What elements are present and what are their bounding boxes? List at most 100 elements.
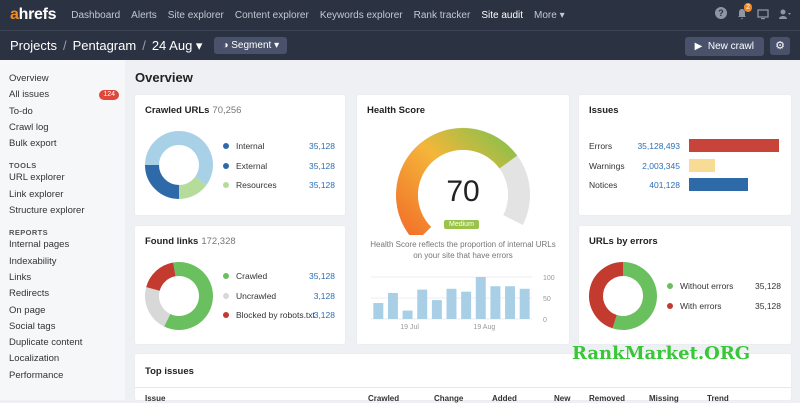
sidebar-item-duplicate-content[interactable]: Duplicate content [9,337,83,349]
col-missing[interactable]: Missing [649,394,679,403]
issues-notices-value[interactable]: 401,128 [649,180,680,190]
issues-notices-label: Notices [589,180,618,190]
chart-bar[interactable] [373,303,384,319]
nav-alerts[interactable]: Alerts [131,9,157,21]
uncrawled-value[interactable]: 3,128 [313,291,335,301]
donut-segment-blocked-by-robots-txt[interactable] [146,262,176,292]
issues-notices-bar[interactable] [689,178,749,191]
with-errors-value[interactable]: 35,128 [755,301,781,311]
issues-errors-label: Errors [589,141,613,151]
internal-value[interactable]: 35,128 [309,141,335,151]
health-score-gauge [396,127,530,235]
sidebar-item-indexability[interactable]: Indexability [9,255,57,267]
sidebar-item-links[interactable]: Links [9,271,32,283]
health-score-card: Health Score 70 Medium Health Score refl… [357,95,569,344]
donut-segment-crawled[interactable] [164,262,213,330]
sidebar-item-localization[interactable]: Localization [9,353,60,365]
chart-bar[interactable] [446,288,457,319]
chart-bar[interactable] [417,289,428,319]
chart-bar[interactable] [461,291,472,319]
top-issues-card: Top issues [135,354,791,400]
col-issue[interactable]: Issue [145,394,166,403]
issues-errors-value[interactable]: 35,128,493 [637,141,680,151]
gear-icon[interactable]: ⚙ [770,37,790,55]
without-errors-value[interactable]: 35,128 [755,281,781,291]
new-crawl-button[interactable]: ▶ New crawl [684,37,764,56]
notification-badge: 2 [744,3,752,12]
legend-without-errors: Without errors [667,281,733,291]
crawled-urls-donut [145,131,213,199]
sidebar-item-internal-pages[interactable]: Internal pages [9,239,70,251]
found-links-card: Found links 172,328 Crawled 35,128 Uncraw… [135,226,345,344]
legend-external: External [223,161,267,171]
gauge-fill [396,128,518,235]
sidebar-item-overview[interactable]: Overview [9,73,49,84]
user-menu-icon[interactable] [778,7,791,19]
segment-button[interactable]: ◑ Segment ▾ [214,37,288,54]
donut-segment-with-errors[interactable] [589,262,624,329]
chart-bar[interactable] [505,286,516,319]
issues-warnings-bar[interactable] [689,159,716,172]
chart-labels: 100 50 0 19 Jul 19 Aug [400,275,555,331]
issues-count-badge: 124 [99,90,119,101]
col-new[interactable]: New [554,394,571,403]
donut-segment-uncrawled[interactable] [145,287,171,327]
donut-segments [145,131,213,199]
donut-segment-resources[interactable] [178,176,207,199]
chart-bar[interactable] [431,300,442,319]
chart-bar[interactable] [475,277,486,319]
col-removed[interactable]: Removed [589,394,626,403]
breadcrumb-project[interactable]: Pentagram [72,37,137,53]
donut-segment-internal[interactable] [145,164,180,199]
donut-segment-external[interactable] [145,131,213,185]
ahrefs-logo[interactable]: ahrefs [10,6,57,23]
issues-errors-bar[interactable] [689,139,779,152]
chart-bar[interactable] [402,310,413,319]
nav-content-explorer[interactable]: Content explorer [234,9,309,21]
bell-icon[interactable]: 2 [736,3,752,20]
donut-segment-without-errors[interactable] [612,262,657,330]
col-crawled[interactable]: Crawled [368,394,400,403]
crawled-urls-card: Crawled URLs 70,256 Internal 35,128 Exter… [135,95,345,215]
sidebar-item-bulk-export[interactable]: Bulk export [9,138,57,150]
nav-site-audit[interactable]: Site audit [481,9,524,21]
legend-with-errors: With errors [667,301,722,311]
col-trend[interactable]: Trend [707,394,729,403]
divider [135,387,791,388]
resources-value[interactable]: 35,128 [309,180,335,190]
chart-bar[interactable] [387,292,398,319]
external-value[interactable]: 35,128 [309,161,335,171]
sidebar-item-redirects[interactable]: Redirects [9,288,50,300]
issues-card: Issues Errors 35,128,493 Warnings 2,003,… [579,95,791,215]
sidebar-item-structure-explorer[interactable]: Structure explorer [9,205,85,217]
sidebar-item-performance[interactable]: Performance [9,369,64,381]
crawled-value[interactable]: 35,128 [309,271,335,281]
blocked-value[interactable]: 3,128 [313,310,335,320]
screen-icon[interactable] [757,7,769,20]
x-tick-label: 19 Jul [400,324,419,331]
sidebar-item-url-explorer[interactable]: URL explorer [9,172,65,184]
nav-site-explorer[interactable]: Site explorer [167,9,224,21]
issues-warnings-value[interactable]: 2,003,345 [642,161,680,171]
nav-more[interactable]: More ▾ [534,9,565,21]
col-added[interactable]: Added [492,394,517,403]
crawl-date-dropdown[interactable]: 24 Aug ▾ [151,37,203,53]
nav-rank-tracker[interactable]: Rank tracker [413,9,471,21]
chart-bar[interactable] [490,286,501,319]
chart-bar[interactable] [519,288,530,319]
nav-dashboard[interactable]: Dashboard [71,9,121,21]
sidebar-item-to-do[interactable]: To-do [9,105,33,117]
sidebar-item-on-page[interactable]: On page [9,304,46,316]
sidebar-heading-reports: REPORTS [9,228,49,238]
health-rating-badge: Medium [444,220,479,229]
sidebar-item-crawl-log[interactable]: Crawl log [9,121,49,133]
nav-keywords-explorer[interactable]: Keywords explorer [319,9,403,21]
col-change[interactable]: Change [434,394,464,403]
help-icon[interactable]: ? [715,7,727,19]
sidebar-item-social-tags[interactable]: Social tags [9,320,56,332]
breadcrumb-projects[interactable]: Projects [10,37,57,53]
issues-warnings-label: Warnings [589,161,625,171]
page-title: Overview [135,70,193,85]
sidebar-item-link-explorer[interactable]: Link explorer [9,188,64,200]
sidebar-item-all-issues[interactable]: All issues 124 [0,87,125,103]
